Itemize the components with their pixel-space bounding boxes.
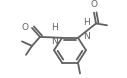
Text: N: N	[83, 32, 89, 41]
Text: O: O	[21, 23, 28, 32]
Text: N: N	[51, 37, 57, 46]
Text: H: H	[83, 18, 89, 27]
Text: H: H	[51, 23, 57, 32]
Text: O: O	[91, 0, 98, 9]
